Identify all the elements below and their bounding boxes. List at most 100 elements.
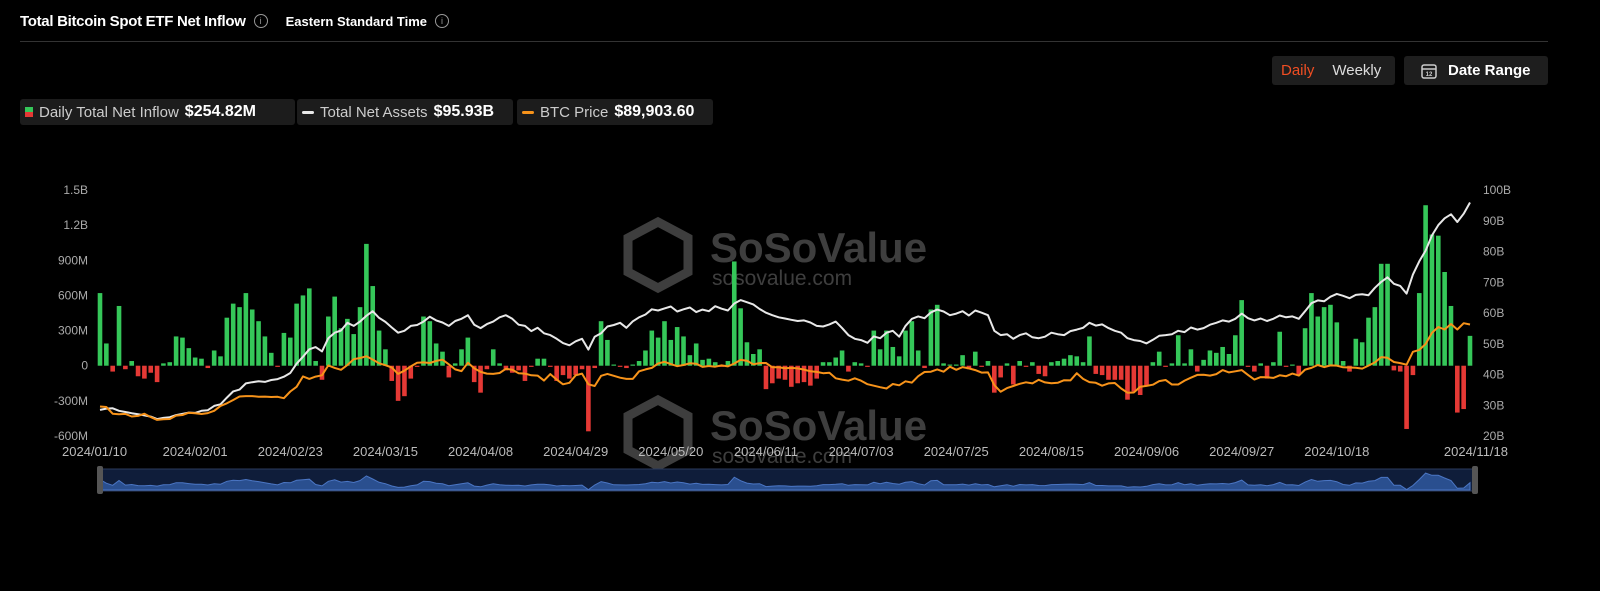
bar [947,364,953,366]
bar [154,365,160,383]
watermark-brand: SoSoValue [710,224,927,271]
bar [649,330,655,366]
bar [592,365,598,369]
bar [992,365,997,393]
bar [738,308,743,366]
bar [471,365,477,383]
bar [1429,234,1435,366]
bar [1239,300,1244,366]
bar [1378,263,1384,366]
bar [1461,365,1466,410]
bar [446,365,452,378]
x-tick-label: 2024/10/18 [1304,444,1369,459]
info-icon[interactable]: i [435,14,450,28]
bar [123,365,128,370]
bar [237,307,242,366]
bar [300,295,306,366]
bar [1030,362,1035,366]
bar [1049,362,1054,366]
line [99,322,1471,421]
bar [402,365,407,397]
bar [1042,365,1048,377]
bar [605,339,610,366]
legend-label: Daily Total Net Inflow [39,103,179,121]
y2-tick-label: 50B [1483,337,1504,351]
y2-tick-label: 40B [1483,368,1504,382]
bar [1347,365,1352,372]
x-tick-label: 2024/02/23 [258,444,323,459]
weekly-button[interactable]: Weekly [1332,62,1382,79]
bar [414,365,420,367]
bar [1372,307,1378,366]
x-tick-label: 2024/09/06 [1114,444,1179,459]
bar [827,362,832,366]
bar [1188,349,1194,366]
legend-label: BTC Price [540,103,609,121]
bar [1213,352,1219,366]
bar [801,365,807,383]
slider-handle[interactable] [1472,466,1478,494]
legend-swatch [25,107,33,117]
legend-item[interactable]: Total Net Assets $95.93B [297,99,513,125]
bar [338,328,344,366]
bar [497,363,502,366]
bar [1366,317,1371,366]
daily-button[interactable]: Daily [1281,62,1315,79]
date-range-button[interactable]: 12 Date Range [1404,56,1548,85]
bar [287,337,293,366]
bar [567,365,572,379]
legend-item[interactable]: BTC Price $89,903.60 [517,99,713,125]
bar [1296,365,1302,376]
divider [20,41,1548,42]
bar [915,350,921,366]
bar [199,358,204,366]
bar [681,336,686,366]
bar [307,288,312,366]
bar [1074,356,1080,366]
bar [230,303,236,366]
y-tick-label: 600M [58,288,88,302]
bar [712,362,718,366]
bar [617,365,623,367]
bar [167,362,173,366]
bar [490,349,496,366]
bar [1169,363,1175,366]
bar [281,332,287,366]
bar [148,365,154,373]
slider-handle[interactable] [97,466,103,494]
bar [1328,304,1333,366]
bar [763,365,769,390]
legend-item[interactable]: Daily Total Net Inflow $254.82M [20,99,295,125]
watermark-brand: SoSoValue [710,402,927,449]
info-icon[interactable]: i [253,14,268,28]
bar [1061,358,1067,366]
bar [1391,365,1397,371]
bar [104,343,109,366]
bar [1309,293,1314,366]
bar [1245,365,1251,367]
bar [1125,365,1130,400]
bar [789,365,794,387]
x-tick-label: 2024/02/01 [163,444,228,459]
bar [1004,363,1010,366]
bar [313,361,318,366]
bar [1137,365,1143,395]
y2-tick-label: 80B [1483,245,1504,259]
bar [1207,350,1213,366]
y-tick-label: 300M [58,324,88,338]
x-tick-label: 2024/05/20 [638,444,703,459]
header: Total Bitcoin Spot ETF Net Inflow i East… [20,10,450,32]
bar [205,365,211,369]
legend-label: Total Net Assets [320,103,428,121]
bar [1226,354,1232,366]
bar [528,365,534,367]
bar [351,334,357,366]
bar [719,365,724,367]
y2-tick-label: 70B [1483,275,1504,289]
bar [262,336,268,366]
x-tick-label: 2024/06/11 [734,444,798,459]
bar [706,358,712,366]
timezone: Eastern Standard Time [285,13,428,29]
bar [408,365,414,379]
